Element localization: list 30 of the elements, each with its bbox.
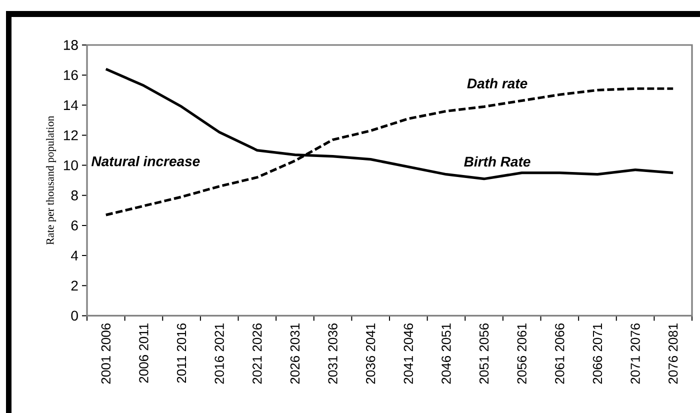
x-tick-label: 2001 2006 xyxy=(101,323,111,384)
x-tick-label: 2006 2011 xyxy=(139,324,148,383)
x-tick-label: 2021 2026 xyxy=(252,323,262,384)
x-tick-label: 2056 2061 xyxy=(517,324,526,384)
y-tick-label: 8 xyxy=(71,190,78,200)
y-axis-title: Rate per thousand population xyxy=(46,116,56,245)
y-tick-label: 18 xyxy=(64,40,78,50)
x-tick-label: 2016 2021 xyxy=(214,324,224,384)
series-label: Dath rate xyxy=(467,78,528,88)
x-tick-label: 2061 2066 xyxy=(555,323,564,384)
x-tick-label: 2046 2051 xyxy=(442,324,451,384)
y-tick-label: 6 xyxy=(71,220,78,230)
y-tick-label: 16 xyxy=(64,70,78,80)
y-tick-label: 14 xyxy=(64,100,78,110)
x-tick-label: 2026 2031 xyxy=(290,324,300,384)
x-tick-label: 2076 2081 xyxy=(668,324,678,384)
x-tick-label: 2041 2046 xyxy=(404,323,414,384)
x-tick-label: 2051 2056 xyxy=(479,323,489,384)
annotation: Natural increase xyxy=(91,156,200,166)
x-tick-label: 2011 2016 xyxy=(176,323,186,383)
x-tick-label: 2031 2036 xyxy=(328,323,338,384)
y-tick-label: 2 xyxy=(71,280,78,291)
y-tick-label: 4 xyxy=(71,250,78,260)
x-tick-label: 2066 2071 xyxy=(592,324,602,384)
x-tick-label: 2036 2041 xyxy=(366,324,376,384)
y-tick-label: 0 xyxy=(71,310,78,321)
y-tick-label: 12 xyxy=(64,130,78,140)
x-tick-label: 2071 2076 xyxy=(630,323,640,384)
series-label: Birth Rate xyxy=(464,156,530,167)
y-tick-label: 10 xyxy=(64,160,78,170)
